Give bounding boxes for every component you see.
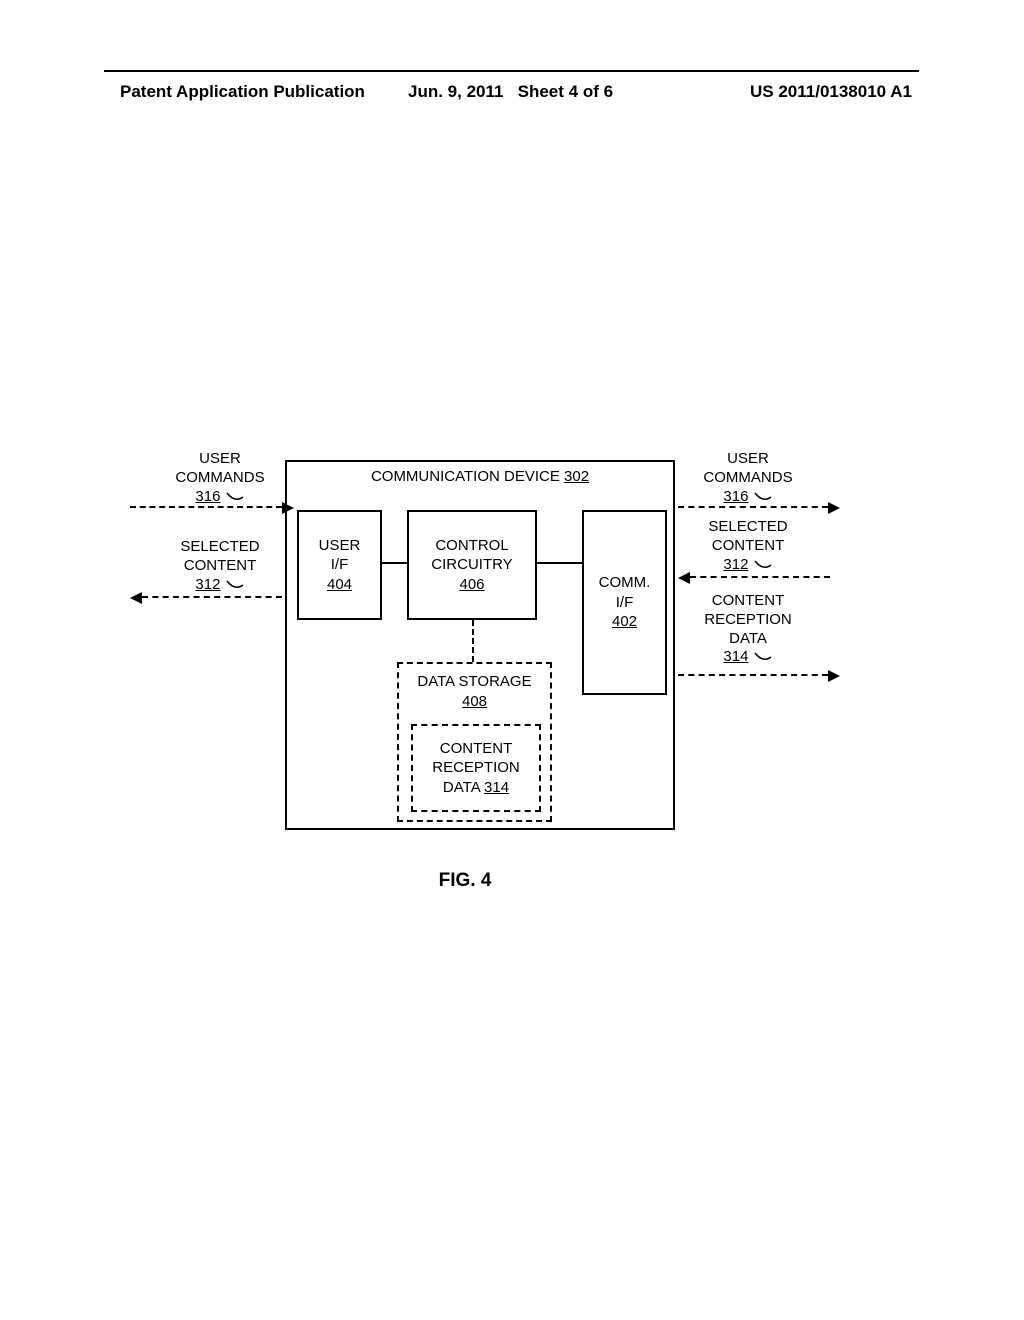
right-content-reception-data-label: CONTENT RECEPTION DATA 314 bbox=[693, 592, 803, 667]
right-sel-ref: 312 bbox=[723, 556, 748, 573]
figure-4-diagram: COMMUNICATION DEVICE 302 USER I/F 404 CO… bbox=[130, 450, 900, 870]
conn-userif-control bbox=[382, 562, 407, 564]
figure-caption: FIG. 4 bbox=[400, 870, 530, 892]
comm-if-ref: 402 bbox=[612, 612, 637, 632]
crd-inner-l2: RECEPTION bbox=[432, 758, 520, 778]
header-docnum: US 2011/0138010 A1 bbox=[750, 82, 912, 102]
arrow-left-commands-in bbox=[130, 506, 282, 508]
arrow-right-selected-in bbox=[690, 576, 830, 578]
user-if-l2: I/F bbox=[331, 555, 349, 575]
user-if-l1: USER bbox=[319, 536, 361, 556]
right-crd-l1: CONTENT bbox=[712, 592, 785, 609]
ref-tick-icon bbox=[753, 651, 773, 663]
data-storage-label: DATA STORAGE bbox=[417, 672, 531, 692]
left-selected-content-label: SELECTED CONTENT 312 bbox=[165, 538, 275, 594]
left-cmds-ref: 316 bbox=[195, 488, 220, 505]
arrow-right-crd-out bbox=[678, 674, 828, 676]
arrowhead-right-icon bbox=[828, 670, 840, 682]
right-cmds-l1: USER bbox=[727, 450, 769, 467]
comm-if-box: COMM. I/F 402 bbox=[582, 510, 667, 695]
right-sel-l1: SELECTED bbox=[708, 518, 787, 535]
device-title-ref: 302 bbox=[564, 468, 589, 485]
left-sel-l1: SELECTED bbox=[180, 538, 259, 555]
ref-tick-icon bbox=[225, 579, 245, 591]
user-if-ref: 404 bbox=[327, 575, 352, 595]
ref-tick-icon bbox=[753, 559, 773, 571]
crd-inner-l1: CONTENT bbox=[440, 739, 513, 759]
device-title-text: COMMUNICATION DEVICE bbox=[371, 468, 560, 485]
right-crd-l2: RECEPTION bbox=[704, 611, 792, 628]
control-l1: CONTROL bbox=[435, 536, 508, 556]
control-ref: 406 bbox=[459, 575, 484, 595]
crd-inner-l3l4: DATA 314 bbox=[443, 778, 509, 798]
left-cmds-l1: USER bbox=[199, 450, 241, 467]
right-selected-content-label: SELECTED CONTENT 312 bbox=[693, 518, 803, 574]
comm-if-l1: COMM. bbox=[599, 573, 651, 593]
crd-inner-ref: 314 bbox=[484, 779, 509, 796]
crd-inner-l3: DATA bbox=[443, 779, 480, 796]
left-sel-ref: 312 bbox=[195, 576, 220, 593]
control-circuitry-box: CONTROL CIRCUITRY 406 bbox=[407, 510, 537, 620]
conn-control-datastorage bbox=[472, 620, 474, 662]
header-pub: Patent Application Publication bbox=[120, 82, 365, 102]
content-reception-data-inner-box: CONTENT RECEPTION DATA 314 bbox=[411, 724, 541, 812]
communication-device-box: COMMUNICATION DEVICE 302 USER I/F 404 CO… bbox=[285, 460, 675, 830]
right-crd-l3: DATA bbox=[729, 630, 767, 647]
arrowhead-right-icon bbox=[282, 502, 294, 514]
user-if-box: USER I/F 404 bbox=[297, 510, 382, 620]
conn-control-commif bbox=[537, 562, 582, 564]
left-sel-l2: CONTENT bbox=[184, 557, 257, 574]
ref-tick-icon bbox=[753, 491, 773, 503]
left-cmds-l2: COMMANDS bbox=[175, 469, 264, 486]
header-sheet: Sheet 4 of 6 bbox=[518, 82, 613, 101]
comm-if-l2: I/F bbox=[616, 593, 634, 613]
right-sel-l2: CONTENT bbox=[712, 537, 785, 554]
arrowhead-left-icon bbox=[130, 592, 142, 604]
right-cmds-l2: COMMANDS bbox=[703, 469, 792, 486]
ref-tick-icon bbox=[225, 491, 245, 503]
left-user-commands-label: USER COMMANDS 316 bbox=[165, 450, 275, 506]
right-crd-ref: 314 bbox=[723, 648, 748, 665]
data-storage-ref: 408 bbox=[462, 692, 487, 712]
page-rule bbox=[104, 70, 919, 72]
device-title: COMMUNICATION DEVICE 302 bbox=[287, 468, 673, 485]
right-cmds-ref: 316 bbox=[723, 488, 748, 505]
arrowhead-right-icon bbox=[828, 502, 840, 514]
arrow-left-selected-out bbox=[142, 596, 282, 598]
right-user-commands-label: USER COMMANDS 316 bbox=[693, 450, 803, 506]
header-date-sheet: Jun. 9, 2011 Sheet 4 of 6 bbox=[408, 82, 613, 102]
arrow-right-commands-out bbox=[678, 506, 828, 508]
data-storage-box: DATA STORAGE 408 CONTENT RECEPTION DATA … bbox=[397, 662, 552, 822]
arrowhead-left-icon bbox=[678, 572, 690, 584]
control-l2: CIRCUITRY bbox=[431, 555, 512, 575]
header-date: Jun. 9, 2011 bbox=[408, 82, 503, 101]
